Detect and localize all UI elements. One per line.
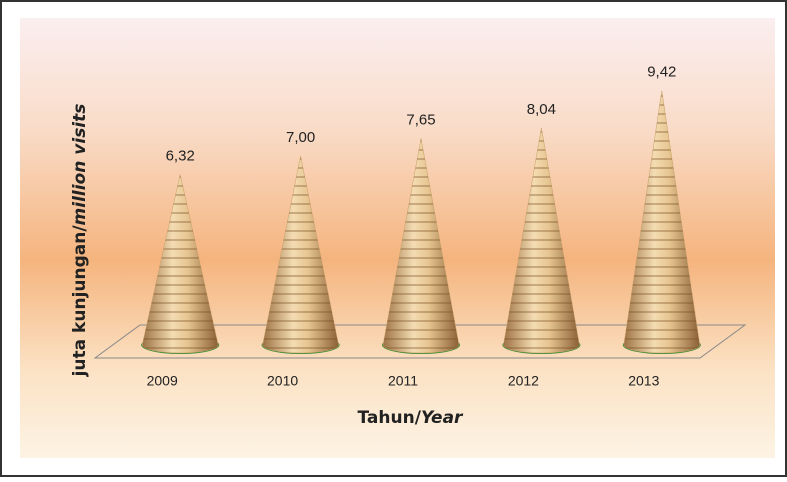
x-title-regular: Tahun/: [358, 408, 422, 428]
value-label: 6,32: [166, 147, 195, 164]
cone-texture: [503, 127, 580, 353]
x-tick-label: 2010: [267, 373, 298, 389]
x-tick-label: 2012: [508, 373, 539, 389]
x-axis-title: Tahun/Year: [358, 408, 465, 428]
y-title-italic: million visits: [70, 104, 90, 226]
value-label: 7,65: [406, 111, 435, 128]
value-label: 9,42: [647, 64, 676, 81]
value-label: 7,00: [286, 129, 315, 146]
cone-texture: [262, 156, 339, 353]
cone-texture: [383, 138, 459, 353]
value-label: 8,04: [527, 101, 556, 118]
x-title-italic: Year: [421, 408, 464, 428]
cone-texture: [623, 90, 700, 353]
x-tick-label: 2011: [388, 373, 418, 389]
y-axis-title: juta kunjungan/million visits: [70, 104, 90, 378]
x-tick-label: 2013: [628, 373, 659, 389]
x-tick-label: 2009: [147, 373, 178, 389]
cone-texture: [142, 174, 219, 353]
y-title-regular: juta kunjungan/: [70, 225, 90, 378]
